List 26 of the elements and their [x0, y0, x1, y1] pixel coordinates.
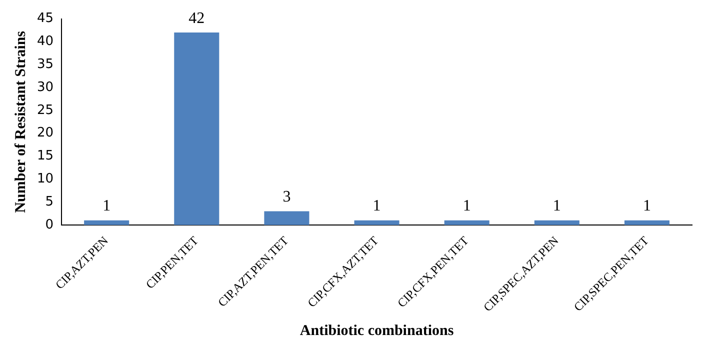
y-tick-label: 20	[36, 126, 54, 141]
bar	[174, 32, 220, 226]
data-label: 1	[552, 198, 561, 215]
y-tick-label: 40	[36, 34, 54, 50]
bar	[534, 220, 580, 226]
x-axis-title: Antibiotic combinations	[300, 322, 454, 339]
y-tick-label: 30	[36, 80, 54, 95]
bar	[84, 220, 130, 226]
data-label: 1	[372, 198, 381, 215]
data-label: 42	[188, 10, 205, 27]
y-tick-label: 5	[45, 194, 54, 210]
y-tick-label: 35	[36, 57, 54, 72]
y-tick-label: 0	[45, 217, 54, 232]
bar	[624, 220, 670, 226]
y-tick-label: 15	[36, 148, 54, 164]
data-label: 1	[462, 198, 471, 215]
data-label: 1	[102, 198, 111, 215]
data-label: 1	[642, 198, 651, 215]
data-label: 3	[282, 188, 291, 206]
bar	[354, 220, 400, 226]
y-axis-title: Number of Resistant Strains	[12, 30, 29, 213]
y-tick-label: 25	[36, 102, 54, 118]
bar	[264, 211, 310, 226]
bar	[444, 220, 490, 226]
y-tick-label: 45	[36, 11, 54, 26]
y-tick-label: 10	[36, 172, 54, 187]
